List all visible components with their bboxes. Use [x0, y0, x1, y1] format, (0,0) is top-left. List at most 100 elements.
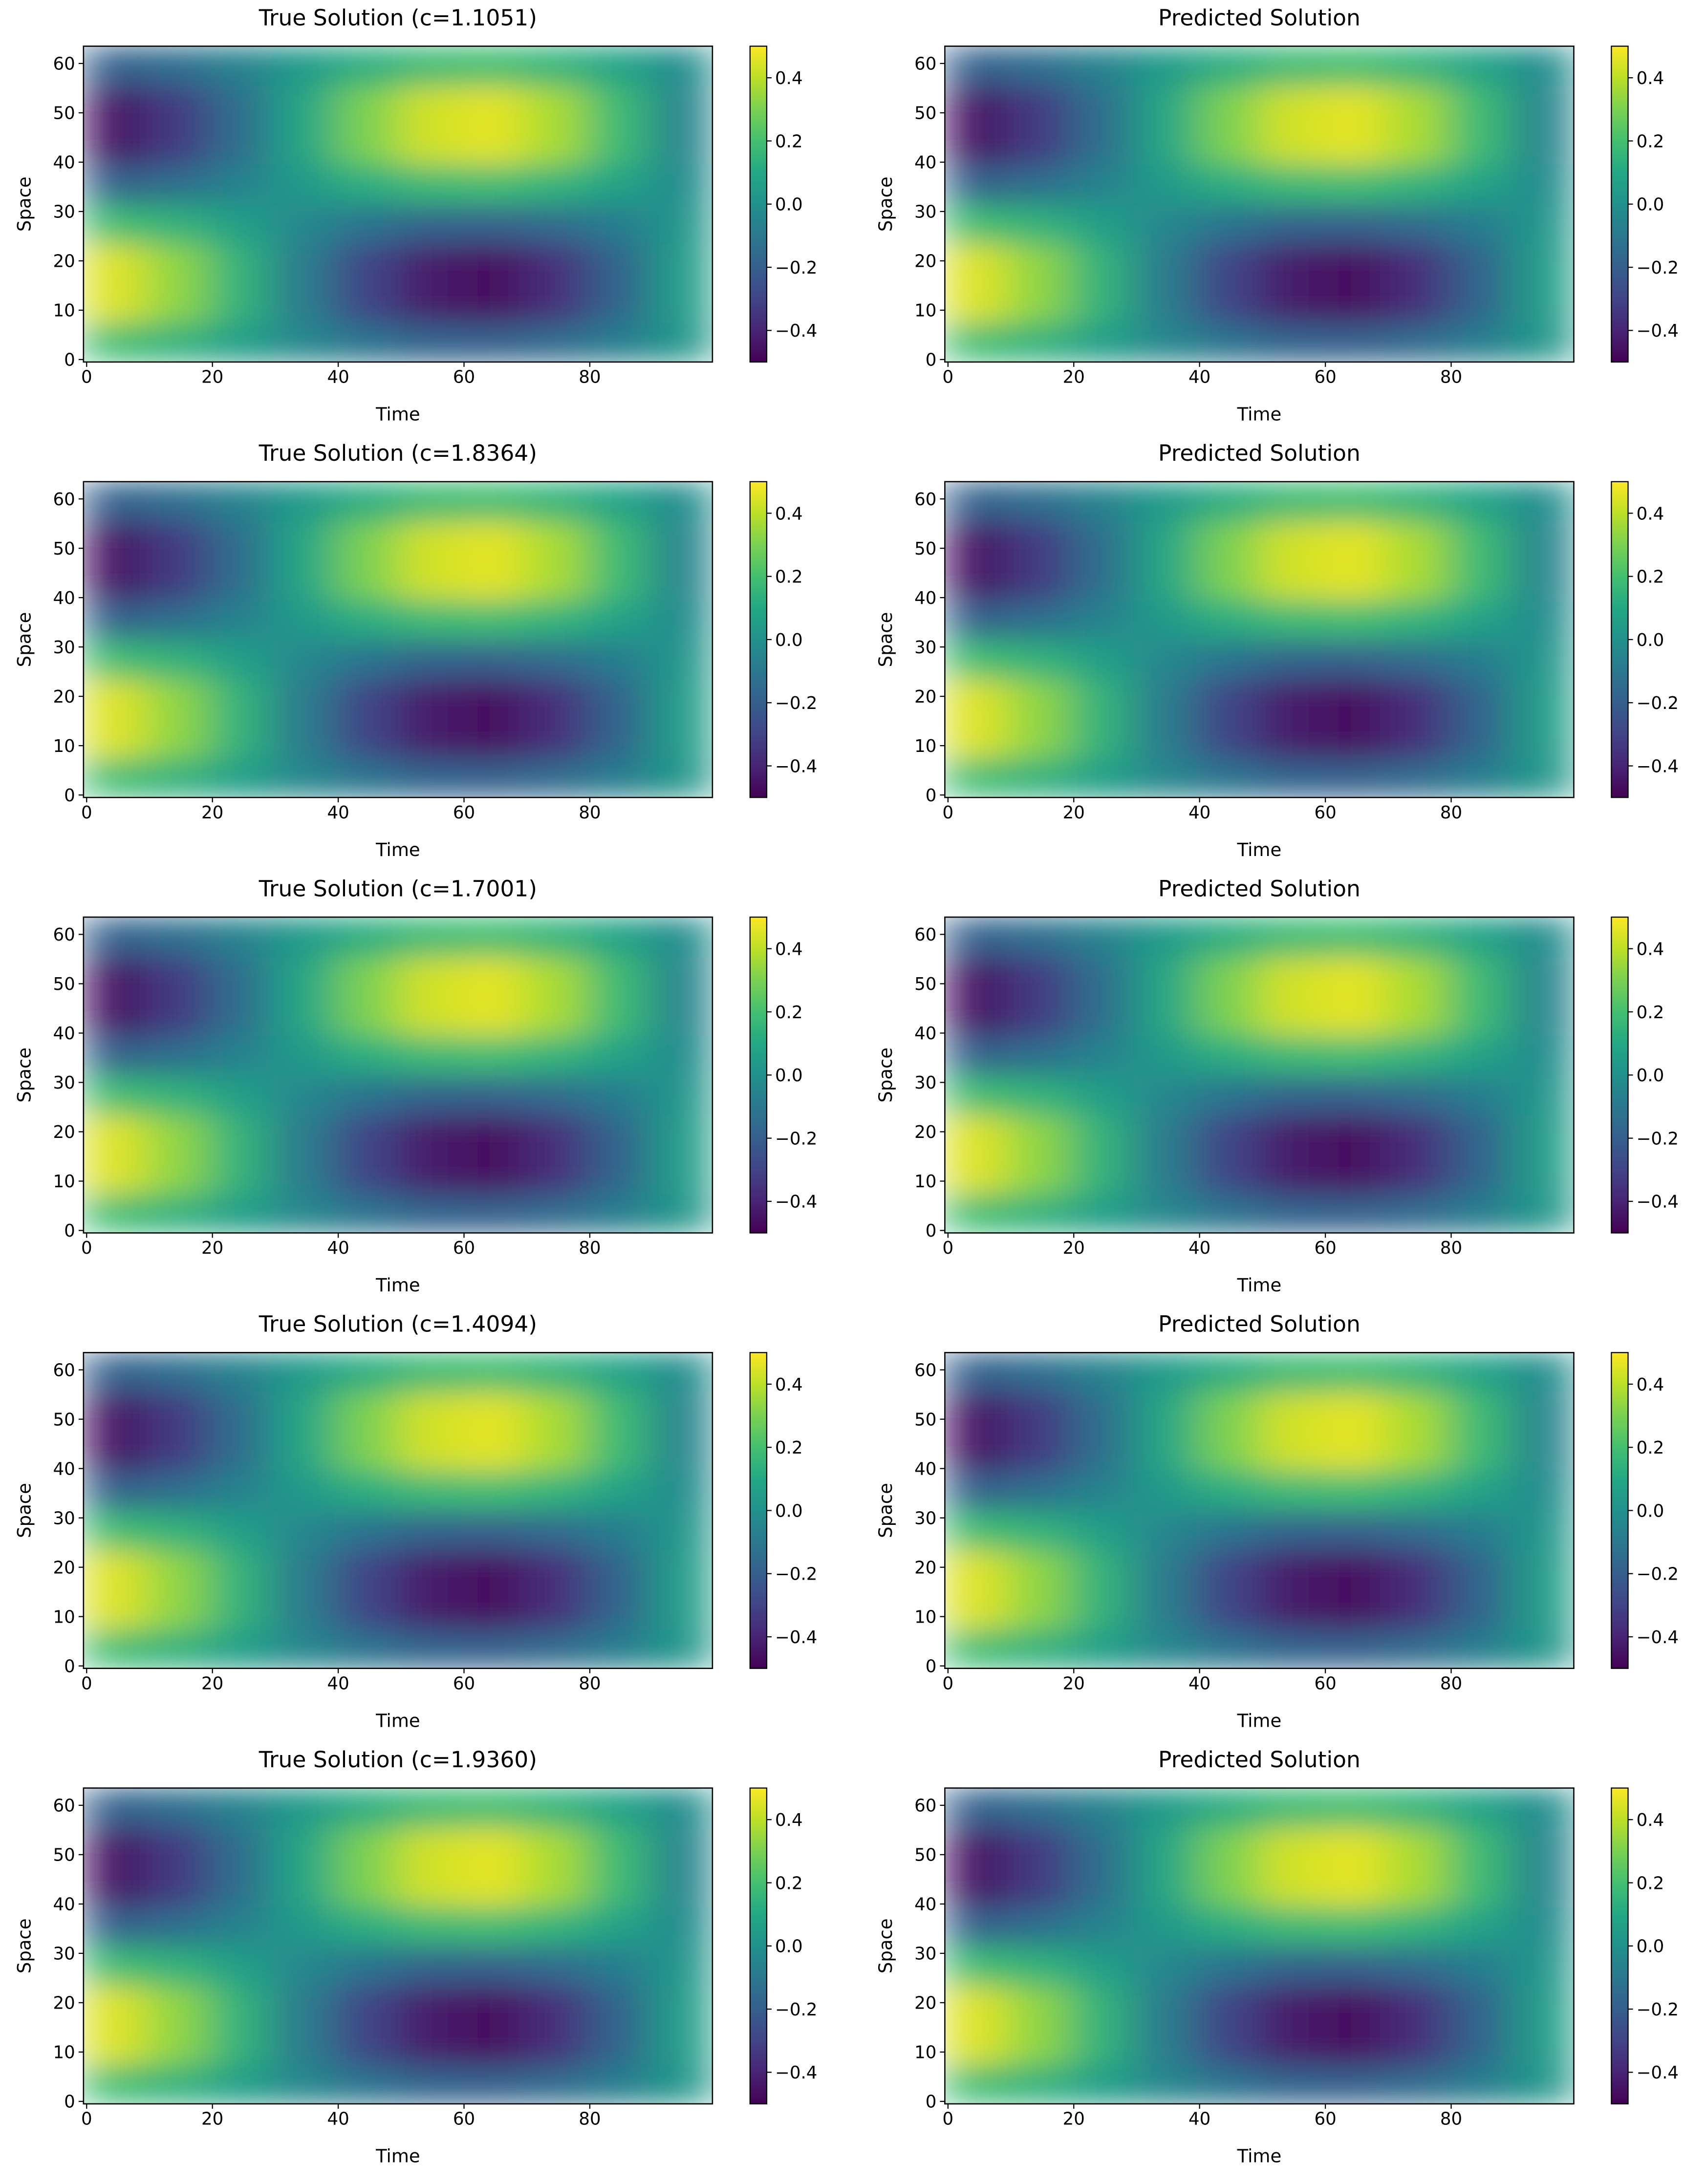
heatmap-cell	[146, 2024, 210, 2065]
heatmap-cell	[523, 1035, 587, 1076]
heatmap-cell	[945, 757, 1008, 798]
y-tick-label: 50	[914, 104, 936, 124]
heatmap-cell	[1447, 956, 1512, 997]
heatmap-cell	[586, 639, 650, 680]
heatmap-cell	[1510, 85, 1574, 126]
heatmap-cell	[209, 1153, 273, 1194]
heatmap-cell	[146, 1628, 210, 1669]
panel-title: Predicted Solution	[1158, 440, 1360, 466]
heatmap-cell	[1321, 46, 1386, 86]
heatmap-cell	[945, 282, 1008, 323]
heatmap-cell	[945, 243, 1008, 284]
x-tick-label: 80	[579, 1673, 601, 1693]
heatmap-cell	[460, 1628, 524, 1669]
colorbar-tick-label: 0.0	[775, 1937, 803, 1957]
heatmap-cell	[1384, 1906, 1448, 1947]
x-tick-label: 20	[1063, 2109, 1085, 2129]
heatmap-cell	[1384, 757, 1448, 798]
heatmap-cell	[334, 2064, 399, 2104]
heatmap-cell	[1384, 125, 1448, 165]
heatmap-cell	[1070, 995, 1134, 1036]
heatmap-cell	[1384, 282, 1448, 323]
heatmap-cell	[1384, 1549, 1448, 1590]
x-tick-label: 0	[943, 803, 954, 823]
heatmap-cell	[586, 1431, 650, 1472]
heatmap-cell	[146, 1549, 210, 1590]
heatmap-cell	[1196, 282, 1260, 323]
heatmap-cell	[523, 1866, 587, 1907]
heatmap-cell	[586, 560, 650, 601]
heatmap-cell	[83, 203, 147, 244]
heatmap-cell	[460, 2064, 524, 2104]
heatmap-cell	[523, 600, 587, 640]
x-tick-label: 20	[1063, 803, 1085, 823]
heatmap-cell	[209, 600, 273, 640]
colorbar-tick-label: −0.2	[775, 1129, 817, 1149]
heatmap-cell	[209, 1035, 273, 1076]
heatmap-cell	[523, 46, 587, 86]
y-axis-label: Space	[14, 1483, 35, 1538]
heatmap-cell	[1321, 1906, 1386, 1947]
colorbar-tick-label: 0.4	[1637, 940, 1664, 960]
colorbar	[749, 481, 768, 798]
heatmap-cell	[1447, 46, 1512, 86]
colorbar-tick-label: −0.2	[1637, 258, 1679, 278]
heatmap-cell	[649, 1549, 713, 1590]
panel: Predicted Solution 0 20 40 60 80 0 10 20 30 40 50 60…	[875, 876, 1679, 1296]
heatmap-cell	[1259, 1074, 1323, 1115]
y-tick-label: 10	[53, 301, 75, 321]
x-tick-label: 60	[453, 2109, 475, 2129]
colorbar-tick-label: 0.4	[775, 68, 803, 88]
heatmap-cell	[586, 85, 650, 126]
heatmap-cell	[146, 1193, 210, 1233]
x-tick-label: 0	[81, 2109, 92, 2129]
heatmap-cell	[209, 1788, 273, 1828]
axes-frame	[944, 1352, 1575, 1669]
heatmap-cell	[146, 1114, 210, 1155]
heatmap-cell	[1196, 520, 1260, 561]
heatmap-cell	[1384, 1788, 1448, 1828]
heatmap-cell	[334, 282, 399, 323]
colorbar-tick-label: −0.2	[1637, 693, 1679, 713]
heatmap-cell	[209, 46, 273, 86]
heatmap-cell	[334, 678, 399, 719]
heatmap-cell	[1510, 1510, 1574, 1551]
heatmap-cell	[1133, 282, 1197, 323]
heatmap-cell	[1133, 125, 1197, 165]
heatmap-cells	[945, 481, 1574, 798]
colorbar	[1611, 1787, 1629, 2105]
x-tick-label: 40	[1188, 367, 1210, 387]
heatmap-cell	[146, 2064, 210, 2104]
y-tick-label: 0	[926, 786, 937, 806]
x-tick-label: 0	[81, 1673, 92, 1693]
heatmap-cell	[523, 520, 587, 561]
y-tick-label: 20	[914, 1122, 936, 1142]
heatmap-cell	[1510, 1035, 1574, 1076]
heatmap-cell	[146, 1470, 210, 1511]
heatmap-cell	[1510, 1470, 1574, 1511]
heatmap-cell	[83, 2024, 147, 2065]
heatmap-cell	[1510, 1549, 1574, 1590]
heatmap-cell	[272, 678, 336, 719]
heatmap-cell	[146, 718, 210, 759]
heatmap-cell	[272, 1392, 336, 1432]
colorbar-tick-label: −0.4	[775, 756, 817, 776]
heatmap-cells	[83, 1352, 713, 1669]
heatmap-cell	[272, 600, 336, 640]
heatmap-cell	[945, 2024, 1008, 2065]
heatmap-cell	[397, 1628, 461, 1669]
heatmap-cell	[1070, 917, 1134, 957]
colorbar	[749, 1787, 768, 2105]
y-tick-label: 20	[914, 252, 936, 272]
heatmap-cell	[397, 1470, 461, 1511]
y-axis-label: Space	[875, 1918, 896, 1973]
heatmap-cell	[586, 2024, 650, 2065]
heatmap-cell	[460, 1589, 524, 1629]
heatmap-cell	[460, 1470, 524, 1511]
heatmap-cell	[1133, 322, 1197, 362]
heatmap-cell	[649, 1788, 713, 1828]
heatmap-cell	[272, 560, 336, 601]
heatmap-cell	[649, 1193, 713, 1233]
x-tick-label: 0	[943, 1238, 954, 1258]
heatmap-cell	[272, 1866, 336, 1907]
